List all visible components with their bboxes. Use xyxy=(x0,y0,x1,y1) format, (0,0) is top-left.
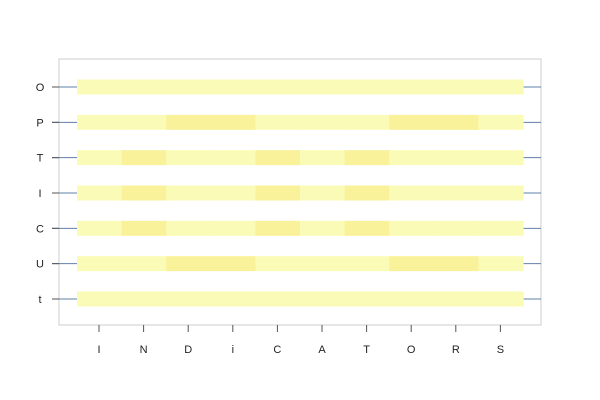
heatmap-cell xyxy=(344,185,390,201)
heatmap-cell xyxy=(121,114,167,130)
heatmap-cell xyxy=(255,220,301,236)
x-tick-label: D xyxy=(184,344,192,356)
heatmap-cell xyxy=(389,79,435,95)
heatmap-cell xyxy=(389,220,435,236)
y-tick-label: T xyxy=(37,153,44,165)
heatmap-cell xyxy=(121,291,167,307)
heatmap-cell xyxy=(478,291,524,307)
heatmap-cell xyxy=(478,220,524,236)
heatmap-cell xyxy=(478,150,524,166)
heatmap-cell xyxy=(77,220,123,236)
heatmap-cell xyxy=(77,79,123,95)
heatmap-cell xyxy=(121,79,167,95)
heatmap-cell xyxy=(210,150,256,166)
heatmap-cell xyxy=(255,150,301,166)
heatmap-cell xyxy=(77,256,123,272)
heatmap-cell xyxy=(344,291,390,307)
heatmap-cell xyxy=(433,220,479,236)
y-tick-label: O xyxy=(36,82,45,94)
heatmap-cell xyxy=(433,150,479,166)
heatmap-cell xyxy=(344,150,390,166)
heatmap-cell xyxy=(300,79,346,95)
heatmap-cell xyxy=(433,185,479,201)
heatmap-cell xyxy=(255,256,301,272)
heatmap-cell xyxy=(300,256,346,272)
heatmap-cell xyxy=(300,150,346,166)
heatmap-cell xyxy=(344,220,390,236)
y-tick-label: U xyxy=(36,259,44,271)
heatmap-cell xyxy=(478,256,524,272)
heatmap-cell xyxy=(166,150,212,166)
heatmap-cell xyxy=(121,220,167,236)
x-tick-label: S xyxy=(497,344,504,356)
heatmap-cell xyxy=(389,185,435,201)
heatmap-cell xyxy=(433,256,479,272)
heatmap-cell xyxy=(77,114,123,130)
x-tick-label: C xyxy=(273,344,281,356)
heatmap-cell xyxy=(166,114,212,130)
heatmap-cell xyxy=(77,150,123,166)
x-tick-label: O xyxy=(407,344,416,356)
heatmap-cell xyxy=(300,291,346,307)
heatmap-cell xyxy=(166,79,212,95)
y-axis: O P T I C Ut xyxy=(36,82,59,306)
heatmap-cell xyxy=(210,220,256,236)
x-tick-label: N xyxy=(140,344,148,356)
heatmap-cell xyxy=(77,291,123,307)
heatmap-cell xyxy=(478,79,524,95)
heatmap-cell xyxy=(166,185,212,201)
heatmap-cell xyxy=(255,79,301,95)
heatmap-cell xyxy=(389,256,435,272)
heatmap-cell xyxy=(389,291,435,307)
heatmap-cell xyxy=(433,114,479,130)
heatmap-cell xyxy=(300,185,346,201)
y-tick-label: t xyxy=(38,294,41,306)
heatmap-cell xyxy=(210,79,256,95)
heatmap-cell xyxy=(166,220,212,236)
heatmap-cell xyxy=(121,185,167,201)
heatmap-cell xyxy=(300,220,346,236)
heatmap-cell xyxy=(255,114,301,130)
heatmap-cell xyxy=(210,291,256,307)
y-tick-label: C xyxy=(36,223,44,235)
x-tick-label: A xyxy=(318,344,326,356)
x-tick-label: T xyxy=(363,344,370,356)
y-tick-label: P xyxy=(36,117,43,129)
heatmap-cell xyxy=(389,150,435,166)
heatmap-cell xyxy=(166,256,212,272)
heatmap-cell xyxy=(210,114,256,130)
heatmap-cell xyxy=(478,185,524,201)
heatmap-cell xyxy=(255,291,301,307)
heatmap-cell xyxy=(433,291,479,307)
heatmap-cell xyxy=(344,79,390,95)
heatmap-cell xyxy=(433,79,479,95)
heatmap-cell xyxy=(478,114,524,130)
heatmap-cell xyxy=(166,291,212,307)
heatmap-cell xyxy=(121,256,167,272)
x-tick-label: R xyxy=(452,344,460,356)
x-tick-label: i xyxy=(232,344,234,356)
heatmap-cell xyxy=(77,185,123,201)
heatmap-cell xyxy=(121,150,167,166)
heatmap-cells xyxy=(77,79,524,307)
heatmap-cell xyxy=(344,256,390,272)
y-tick-label: I xyxy=(38,188,41,200)
heatmap-cell xyxy=(210,185,256,201)
heatmap-cell xyxy=(255,185,301,201)
heatmap-cell xyxy=(389,114,435,130)
x-tick-label: I xyxy=(97,344,100,356)
heatmap-cell xyxy=(300,114,346,130)
heatmap-cell xyxy=(344,114,390,130)
heatmap-cell xyxy=(210,256,256,272)
